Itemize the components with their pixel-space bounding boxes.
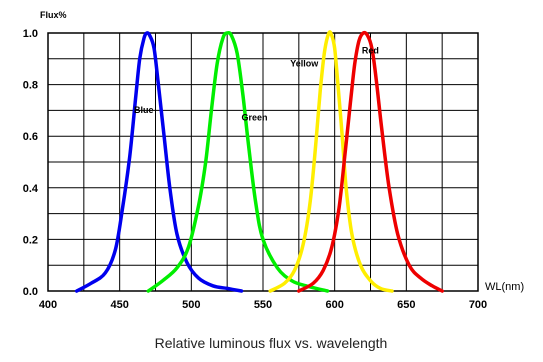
x-tick-label: 700 <box>469 299 487 311</box>
annotation-red: Red <box>362 46 379 56</box>
x-tick-label: 550 <box>254 299 272 311</box>
x-axis-label: WL(nm) <box>485 281 524 293</box>
series-layer <box>74 30 444 293</box>
y-tick-labels: 0.0 0.2 0.4 0.6 0.8 1.0 <box>23 28 39 298</box>
series-annotations: Blue Green Yellow Red <box>134 46 379 123</box>
annotation-green: Green <box>242 113 268 123</box>
x-tick-label: 450 <box>110 299 128 311</box>
y-tick-label: 0.0 <box>23 286 38 298</box>
plot-frame <box>47 32 479 292</box>
chart-grid <box>48 33 478 291</box>
x-tick-labels: 400 450 500 550 600 650 700 <box>39 299 487 311</box>
y-tick-label: 0.4 <box>23 183 39 195</box>
y-tick-label: 0.8 <box>23 80 38 92</box>
x-tick-label: 400 <box>39 299 57 311</box>
y-tick-label: 1.0 <box>23 28 38 40</box>
series-line-blue <box>74 31 244 293</box>
y-tick-label: 0.2 <box>23 234 38 246</box>
annotation-yellow: Yellow <box>290 59 319 69</box>
series-line-red <box>297 30 444 293</box>
series-line-green <box>146 30 330 293</box>
series-line-yellow <box>268 30 394 293</box>
chart-title: Relative luminous flux vs. wavelength <box>155 335 388 351</box>
y-axis-label: Flux% <box>40 10 67 20</box>
y-tick-label: 0.6 <box>23 131 38 143</box>
x-tick-label: 500 <box>182 299 200 311</box>
x-tick-label: 600 <box>325 299 343 311</box>
x-tick-label: 650 <box>397 299 415 311</box>
annotation-blue: Blue <box>134 105 154 115</box>
